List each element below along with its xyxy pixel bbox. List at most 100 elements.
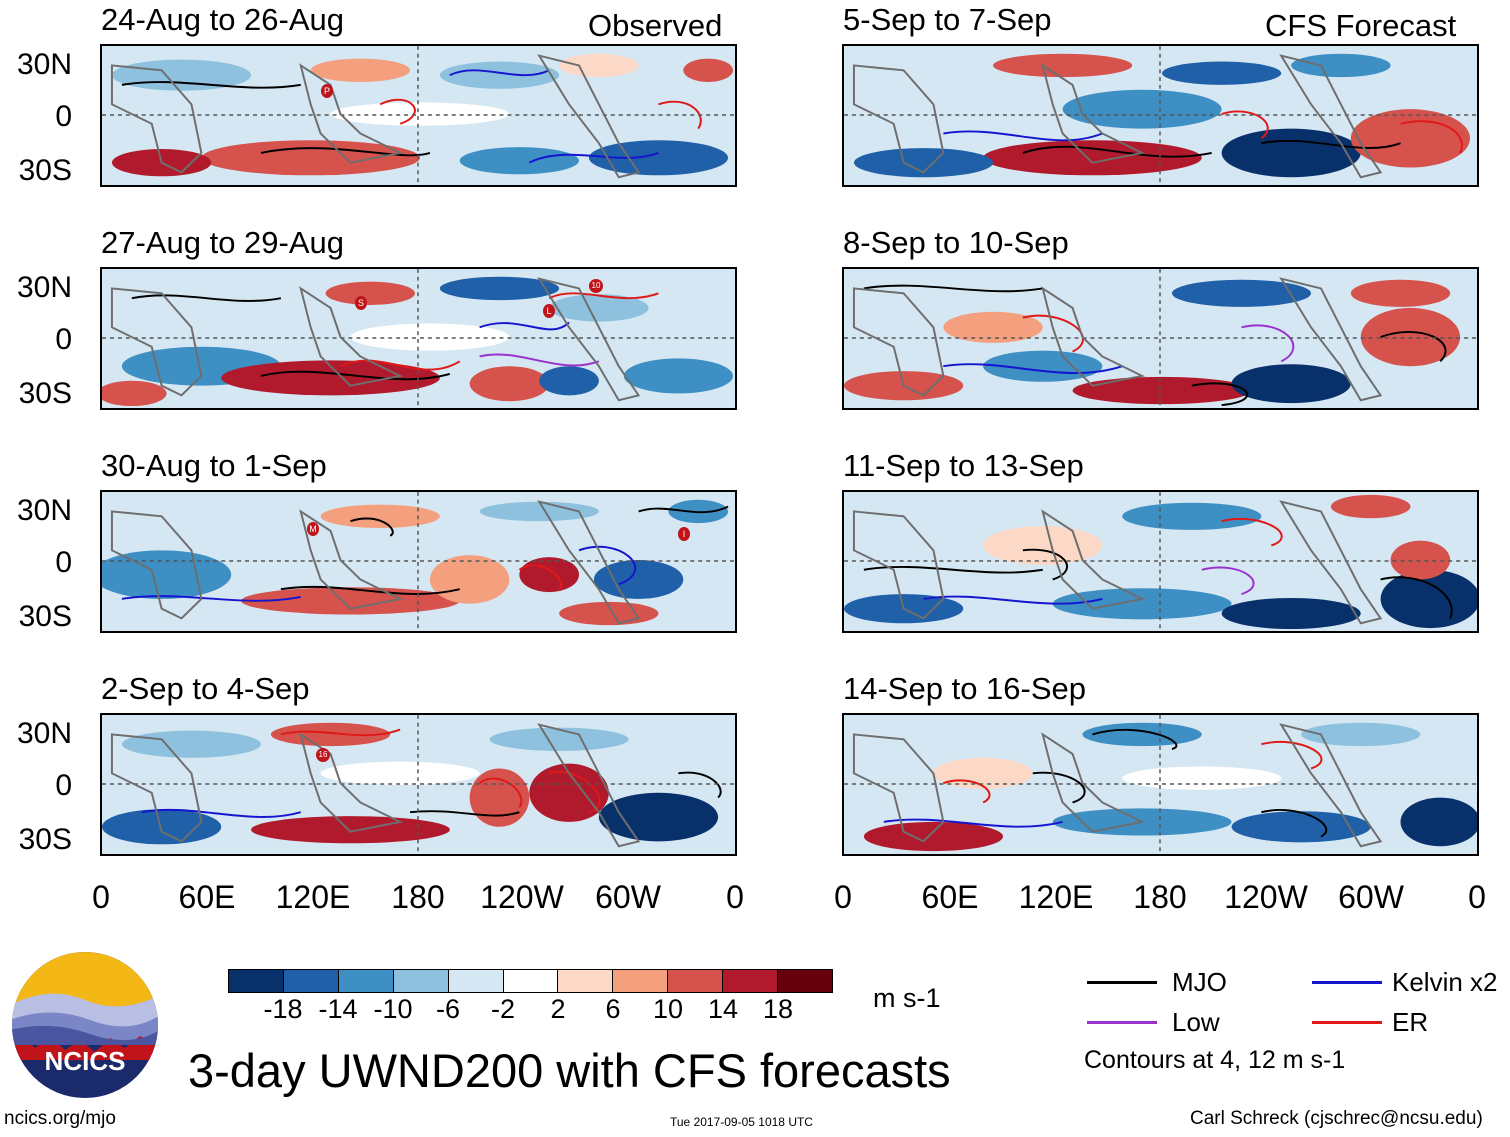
colorbar-swatch: [778, 970, 832, 992]
colorbar-label: 14: [707, 994, 739, 1024]
colorbar-swatch: [393, 970, 449, 992]
colorbar-swatch: [668, 970, 724, 992]
legend-label-er: ER: [1392, 1007, 1429, 1037]
coastline-overlay: [852, 723, 1383, 848]
lat-label: 30S: [18, 600, 72, 633]
panel-title-5: 5-Sep to 7-Sep: [843, 2, 1052, 37]
footer-credit: Carl Schreck (cjschrec@ncsu.edu): [1190, 1108, 1483, 1129]
colorbar-swatch: [338, 970, 394, 992]
map-panel-6: [842, 267, 1479, 410]
lon-label: 0: [92, 879, 110, 915]
colorbar-swatch: [229, 970, 284, 992]
lat-label: 30S: [18, 154, 72, 187]
lat-label: 30N: [16, 271, 72, 304]
main-title: 3-day UWND200 with CFS forecasts: [188, 1044, 951, 1097]
colorbar-label: -6: [435, 994, 461, 1024]
lon-label: 60W: [1338, 879, 1404, 915]
colorbar-label: 18: [762, 994, 794, 1024]
lon-label: 180: [391, 879, 445, 915]
anomaly-field: [102, 269, 735, 408]
lon-label: 0: [834, 879, 852, 915]
ncics-logo: NCICS: [10, 950, 160, 1100]
panel-title-6: 8-Sep to 10-Sep: [843, 225, 1069, 260]
coastline-overlay: [852, 277, 1383, 402]
map-panel-7: [842, 490, 1479, 633]
colorbar: [228, 969, 833, 993]
colorbar-swatch: [558, 970, 614, 992]
panel-title-3: 30-Aug to 1-Sep: [101, 448, 327, 483]
colorbar-label: 6: [605, 994, 621, 1024]
map-panel-2: S L 10: [100, 267, 737, 410]
map-panel-4: 16: [100, 713, 737, 856]
lon-label: 60E: [178, 879, 236, 915]
colorbar-swatch: [448, 970, 504, 992]
map-panel-1: P: [100, 44, 737, 187]
panel-title-7: 11-Sep to 13-Sep: [843, 448, 1084, 483]
colorbar-swatch: [283, 970, 339, 992]
storm-marker: 16: [316, 748, 330, 762]
anomaly-field: [844, 269, 1477, 408]
colorbar-swatch: [723, 970, 779, 992]
legend-line-er: [1312, 1021, 1382, 1024]
lat-label: 0: [55, 100, 72, 133]
coastline-overlay: [852, 500, 1383, 625]
panel-title-1: 24-Aug to 26-Aug: [101, 2, 345, 37]
storm-marker: S: [355, 296, 367, 310]
lat-label: 30S: [18, 823, 72, 856]
footer-timestamp: Tue 2017-09-05 1018 UTC: [670, 1115, 813, 1129]
lat-label: 0: [55, 769, 72, 802]
legend-line-kelvin: [1312, 981, 1382, 984]
coastline-overlay: [110, 54, 641, 179]
lat-label: 30N: [16, 48, 72, 81]
colorbar-label: 10: [652, 994, 684, 1024]
forecast-label: CFS Forecast: [1265, 8, 1457, 43]
colorbar-swatch: [503, 970, 559, 992]
observed-label: Observed: [588, 8, 723, 43]
lon-label: 120W: [480, 879, 564, 915]
anomaly-field: [844, 46, 1477, 185]
storm-marker: I: [678, 527, 690, 541]
coastline-overlay: [110, 723, 641, 848]
lat-label: 30N: [16, 717, 72, 750]
lon-label: 120W: [1224, 879, 1308, 915]
anomaly-field: [102, 492, 735, 631]
colorbar-swatch: [613, 970, 669, 992]
lon-label: 120E: [1018, 879, 1094, 915]
storm-marker: M: [307, 522, 319, 536]
contour-note: Contours at 4, 12 m s-1: [1084, 1046, 1346, 1074]
colorbar-label: -2: [490, 994, 516, 1024]
map-panel-5: [842, 44, 1479, 187]
storm-marker: 10: [589, 279, 603, 293]
map-panel-3: M I: [100, 490, 737, 633]
lat-label: 0: [55, 546, 72, 579]
legend-label-mjo: MJO: [1172, 967, 1227, 997]
coastline-overlay: [110, 500, 641, 625]
coastline-overlay: [110, 277, 641, 402]
anomaly-field: [102, 715, 735, 854]
legend-label-kelvin: Kelvin x2: [1392, 967, 1498, 997]
panel-title-4: 2-Sep to 4-Sep: [101, 671, 310, 706]
colorbar-label: -14: [318, 994, 358, 1024]
footer-url[interactable]: ncics.org/mjo: [4, 1108, 116, 1129]
colorbar-label: 2: [550, 994, 566, 1024]
storm-marker: L: [543, 304, 555, 318]
panel-title-2: 27-Aug to 29-Aug: [101, 225, 345, 260]
anomaly-field: [844, 715, 1477, 854]
logo-icon: NCICS: [12, 952, 158, 1098]
storm-marker: P: [321, 84, 333, 98]
panel-title-8: 14-Sep to 16-Sep: [843, 671, 1087, 706]
lon-label: 120E: [275, 879, 351, 915]
lat-label: 30N: [16, 494, 72, 527]
svg-text:NCICS: NCICS: [45, 1046, 126, 1076]
lat-label: 30S: [18, 377, 72, 410]
colorbar-units: m s-1: [873, 983, 941, 1013]
legend-line-mjo: [1087, 981, 1157, 984]
lon-label: 0: [726, 879, 744, 915]
legend-label-low: Low: [1172, 1007, 1220, 1037]
lon-label: 60W: [595, 879, 661, 915]
colorbar-label: -10: [373, 994, 413, 1024]
map-panel-8: [842, 713, 1479, 856]
legend-line-low: [1087, 1021, 1157, 1024]
colorbar-label: -18: [263, 994, 303, 1024]
lon-label: 180: [1133, 879, 1187, 915]
